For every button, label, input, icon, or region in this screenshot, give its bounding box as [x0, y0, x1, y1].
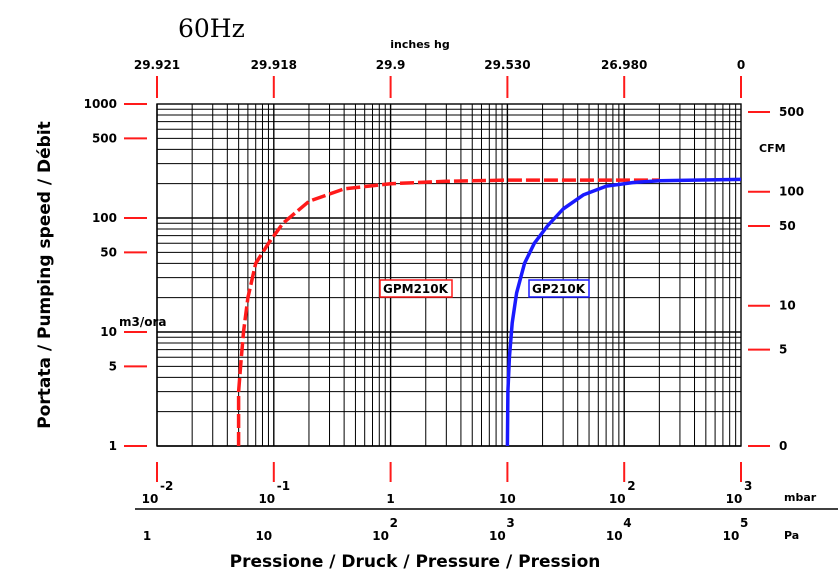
axis-ticks [124, 76, 770, 482]
series-line-gp210k [505, 177, 742, 447]
x-axis-title: Pressione / Druck / Pressure / Pression [230, 552, 601, 572]
series-label: GPM210K [383, 282, 449, 296]
tick-label-mbar: 10 [499, 492, 516, 506]
series-label-box [528, 279, 590, 298]
tick-label-right: 100 [779, 185, 804, 199]
tick-label-pa: 10 [372, 529, 389, 543]
series-label-box [379, 279, 453, 298]
right-unit-label: CFM [759, 142, 786, 155]
tick-label-left: 5 [109, 359, 117, 373]
tick-exponent-mbar: 2 [627, 479, 635, 493]
plot-frame [156, 103, 742, 447]
tick-exponent-mbar: 3 [744, 479, 752, 493]
tick-label-right: 50 [779, 219, 796, 233]
tick-label-left: 1 [109, 439, 117, 453]
tick-label-left: 50 [100, 245, 117, 259]
tick-label-pa: 10 [606, 529, 623, 543]
tick-labels: 29.921 29.918 29.9 29.530 26.980 015105010050… [84, 58, 804, 543]
tick-label-inches: 26.980 [601, 58, 647, 72]
chart-title: 60Hz [178, 14, 245, 43]
top-axis-label: inches hg [390, 38, 450, 51]
plot-grid [156, 103, 742, 447]
tick-label-inches: 29.9 [376, 58, 406, 72]
tick-exponent-pa: 3 [506, 516, 514, 530]
tick-label-mbar: 10 [726, 492, 743, 506]
tick-label-inches: 29.921 [134, 58, 180, 72]
tick-label-mbar: 10 [142, 492, 159, 506]
tick-label-pa: 1 [143, 529, 151, 543]
tick-exponent-pa: 4 [623, 516, 631, 530]
tick-label-pa: 10 [489, 529, 506, 543]
mbar-unit-label: mbar [784, 491, 817, 504]
tick-label-right: 0 [779, 439, 787, 453]
tick-label-inches: 0 [737, 58, 745, 72]
tick-label-left: 10 [100, 325, 117, 339]
tick-label-inches: 29.530 [484, 58, 530, 72]
series-label: GP210K [532, 282, 586, 296]
tick-label-left: 500 [92, 131, 117, 145]
left-unit-label: m3/ora [119, 315, 167, 329]
tick-exponent-pa: 5 [740, 516, 748, 530]
tick-label-left: 100 [92, 211, 117, 225]
tick-exponent-pa: 2 [390, 516, 398, 530]
tick-label-right: 5 [779, 343, 787, 357]
series-line-gpm210k [236, 178, 660, 446]
tick-label-left: 1000 [84, 97, 117, 111]
tick-label-mbar: 10 [609, 492, 626, 506]
tick-exponent-mbar: -2 [160, 479, 173, 493]
tick-label-pa: 10 [723, 529, 740, 543]
pa-unit-label: Pa [784, 529, 799, 542]
tick-label-mbar: 10 [258, 492, 275, 506]
tick-exponent-mbar: -1 [277, 479, 290, 493]
tick-label-inches: 29.918 [251, 58, 297, 72]
tick-label-pa: 10 [255, 529, 272, 543]
y-axis-title: Portata / Pumping speed / Débit [35, 121, 55, 429]
tick-label-right: 10 [779, 299, 796, 313]
tick-label-right: 500 [779, 105, 804, 119]
series-lines [236, 177, 742, 447]
tick-label-mbar: 1 [386, 492, 394, 506]
